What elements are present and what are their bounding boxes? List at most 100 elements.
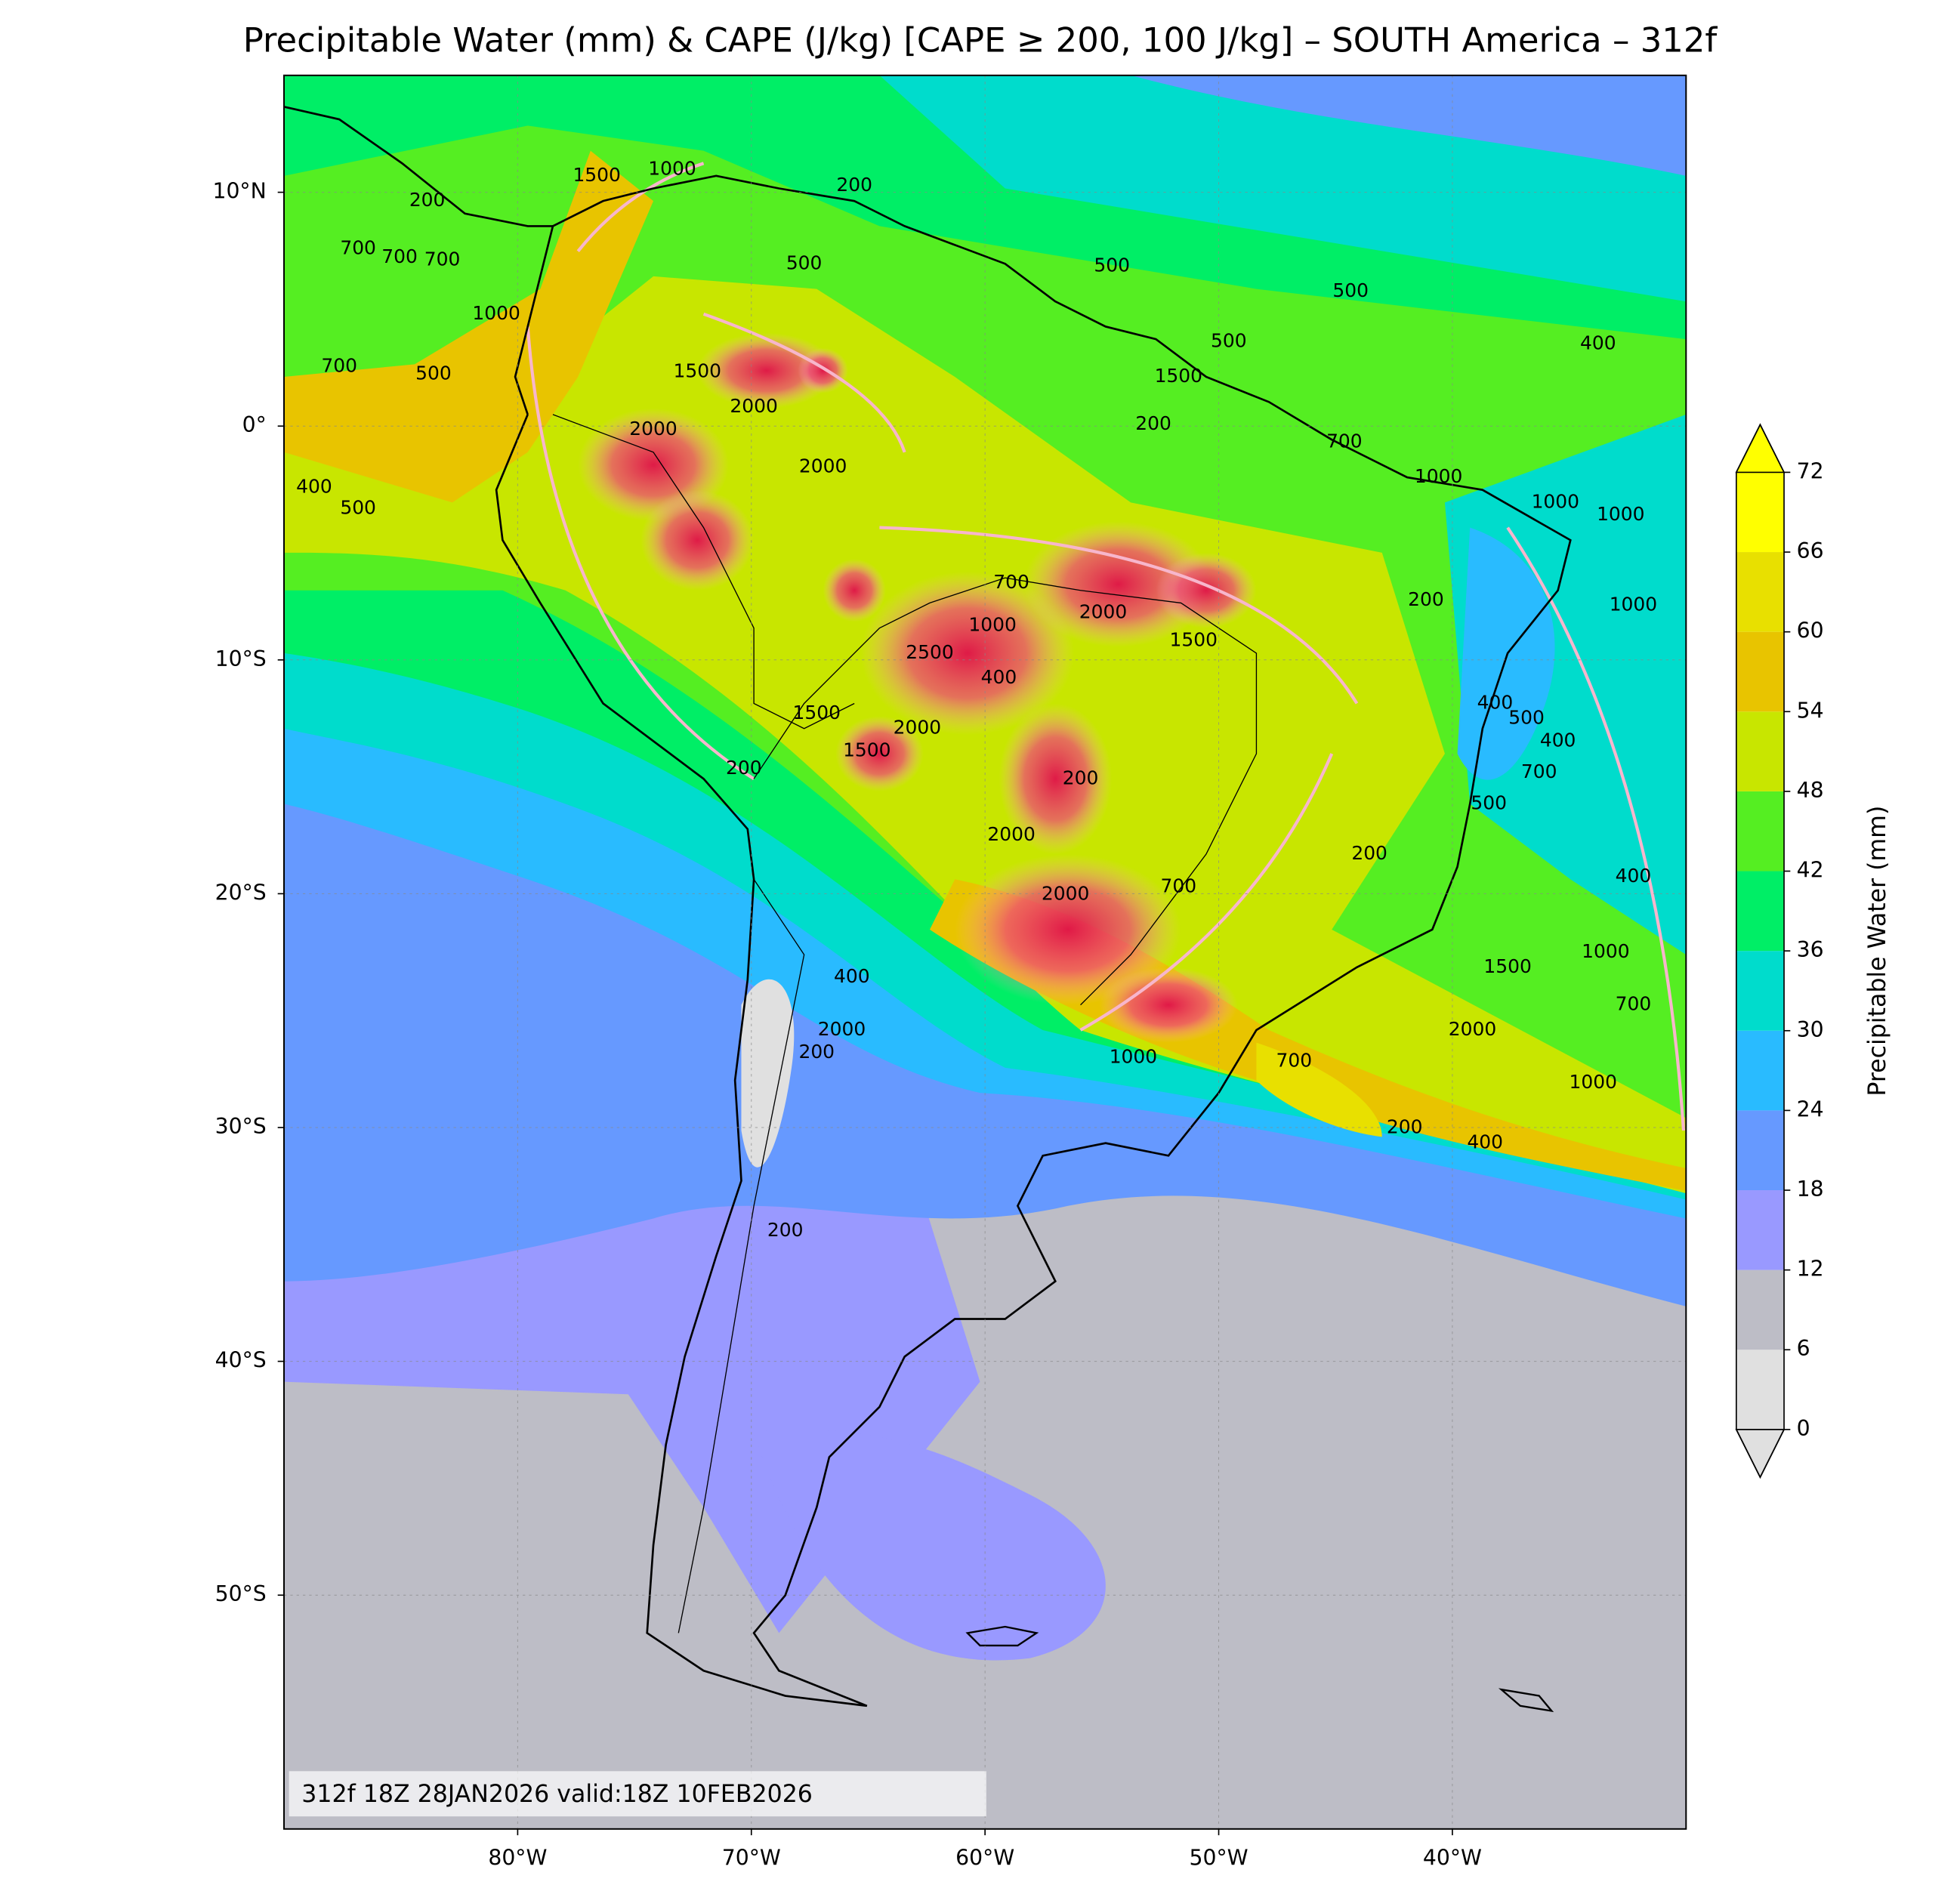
y-tick-label: 10°S bbox=[215, 646, 267, 671]
y-tick-label: 0° bbox=[242, 412, 267, 437]
contour-label: 1000 bbox=[1532, 490, 1579, 512]
contour-label: 200 bbox=[798, 1041, 835, 1063]
cape-blob bbox=[823, 559, 886, 622]
contour-label: 2000 bbox=[1449, 1018, 1496, 1040]
colorbar-segment bbox=[1736, 1350, 1785, 1430]
contour-label: 2500 bbox=[906, 641, 953, 663]
colorbar-segment bbox=[1736, 1030, 1785, 1111]
cape-field bbox=[526, 162, 1686, 1131]
colorbar-tick-label: 0 bbox=[1797, 1416, 1810, 1441]
y-tick-label: 40°S bbox=[215, 1348, 267, 1373]
cape-blob bbox=[860, 571, 1075, 736]
colorbar-tick-label: 72 bbox=[1797, 458, 1824, 483]
colorbar-segment bbox=[1736, 951, 1785, 1031]
colorbar-extend bbox=[1735, 1429, 1786, 1479]
x-tick-label: 70°W bbox=[722, 1846, 781, 1871]
colorbar-segment bbox=[1736, 791, 1785, 872]
colorbar-segment bbox=[1736, 1269, 1785, 1350]
contour-label: 2000 bbox=[730, 395, 777, 417]
contour-label: 500 bbox=[1094, 255, 1130, 276]
colorbar-tick-label: 24 bbox=[1797, 1097, 1824, 1121]
contour-label: 200 bbox=[1408, 588, 1444, 610]
contour-label: 700 bbox=[1276, 1050, 1313, 1072]
field-band bbox=[741, 979, 795, 1168]
contour-label: 2000 bbox=[894, 717, 941, 739]
colorbar-tick-label: 48 bbox=[1797, 778, 1824, 803]
colorbar-tick-label: 36 bbox=[1797, 937, 1824, 962]
contour-label: 200 bbox=[1135, 412, 1171, 434]
contour-label: 2000 bbox=[1042, 882, 1089, 904]
contour-label: 200 bbox=[409, 189, 446, 211]
contour-label: 2000 bbox=[818, 1018, 866, 1040]
contour-label: 1000 bbox=[1110, 1046, 1157, 1068]
contour-label: 200 bbox=[726, 757, 762, 779]
contour-label: 700 bbox=[381, 245, 418, 267]
contour-label: 2000 bbox=[987, 823, 1035, 845]
contour-label: 2000 bbox=[1079, 601, 1127, 623]
border bbox=[678, 878, 805, 1633]
border bbox=[753, 577, 1258, 1006]
annotation-box bbox=[289, 1771, 986, 1817]
contour-label: 1500 bbox=[674, 359, 721, 381]
contour-label: 400 bbox=[1467, 1131, 1503, 1153]
colorbar-tick-label: 6 bbox=[1797, 1336, 1810, 1361]
field-band bbox=[1131, 75, 1687, 176]
cape-blob bbox=[955, 854, 1181, 1005]
contour-label: 1000 bbox=[1597, 503, 1644, 525]
x-tick-label: 50°W bbox=[1190, 1846, 1249, 1871]
cape-blob bbox=[640, 489, 755, 591]
contour-label: 400 bbox=[1540, 729, 1576, 751]
contour-label: 500 bbox=[340, 497, 376, 519]
contour-label: 2000 bbox=[629, 418, 677, 440]
x-tick-label: 40°W bbox=[1423, 1846, 1482, 1871]
contour-label: 400 bbox=[1580, 332, 1616, 354]
contour-label: 1000 bbox=[968, 613, 1016, 635]
colorbar-segment bbox=[1736, 631, 1785, 712]
contour-label: 1500 bbox=[573, 164, 620, 186]
colorbar-segment bbox=[1736, 552, 1785, 632]
contour-label: 500 bbox=[415, 362, 452, 384]
cape-blob bbox=[798, 347, 848, 393]
annotation: 312f 18Z 28JAN2026 valid:18Z 10FEB2026 bbox=[301, 1781, 813, 1808]
cape-blob bbox=[835, 716, 924, 791]
contour-label: 200 bbox=[1387, 1116, 1423, 1138]
field-band bbox=[1457, 527, 1555, 780]
cape-contour bbox=[1506, 526, 1686, 1131]
contour-label: 500 bbox=[1508, 706, 1545, 728]
contour-label: 700 bbox=[993, 571, 1029, 593]
y-tick-label: 10°N bbox=[212, 179, 266, 204]
contour-label: 400 bbox=[981, 666, 1017, 688]
colorbar-tick-label: 12 bbox=[1797, 1257, 1824, 1282]
contour-label: 1000 bbox=[472, 302, 520, 324]
contour-label: 1500 bbox=[843, 739, 890, 761]
cape-contour bbox=[576, 162, 705, 252]
cape-contour bbox=[1079, 753, 1334, 1032]
contour-label: 400 bbox=[834, 965, 870, 987]
contour-label: 200 bbox=[767, 1219, 804, 1241]
cape-blob bbox=[1023, 521, 1213, 647]
colorbar-segment bbox=[1736, 871, 1785, 952]
contour-label: 500 bbox=[1332, 279, 1369, 301]
contour-label: 1500 bbox=[793, 702, 841, 723]
colorbar-tick-label: 18 bbox=[1797, 1177, 1824, 1202]
chart-title: Precipitable Water (mm) & CAPE (J/kg) [C… bbox=[243, 20, 1718, 60]
cape-contour bbox=[702, 312, 906, 453]
field-band bbox=[754, 1429, 1106, 1661]
y-tick-label: 20°S bbox=[215, 880, 267, 905]
colorbar-tick-label: 30 bbox=[1797, 1017, 1824, 1042]
contour-label: 500 bbox=[1211, 329, 1247, 351]
colorbar-tick-label: 60 bbox=[1797, 619, 1824, 643]
contour-label: 1500 bbox=[1483, 955, 1531, 977]
contour-label: 400 bbox=[1477, 691, 1514, 713]
coastline bbox=[495, 174, 1572, 1708]
cape-contour bbox=[526, 326, 755, 781]
cape-blob bbox=[697, 332, 836, 409]
contour-label: 1500 bbox=[1155, 365, 1202, 387]
y-tick-label: 50°S bbox=[215, 1581, 267, 1606]
contour-label: 700 bbox=[340, 236, 376, 258]
colorbar-tick-label: 42 bbox=[1797, 858, 1824, 883]
colorbar-segment bbox=[1736, 1190, 1785, 1270]
contour-label: 700 bbox=[1616, 993, 1652, 1015]
